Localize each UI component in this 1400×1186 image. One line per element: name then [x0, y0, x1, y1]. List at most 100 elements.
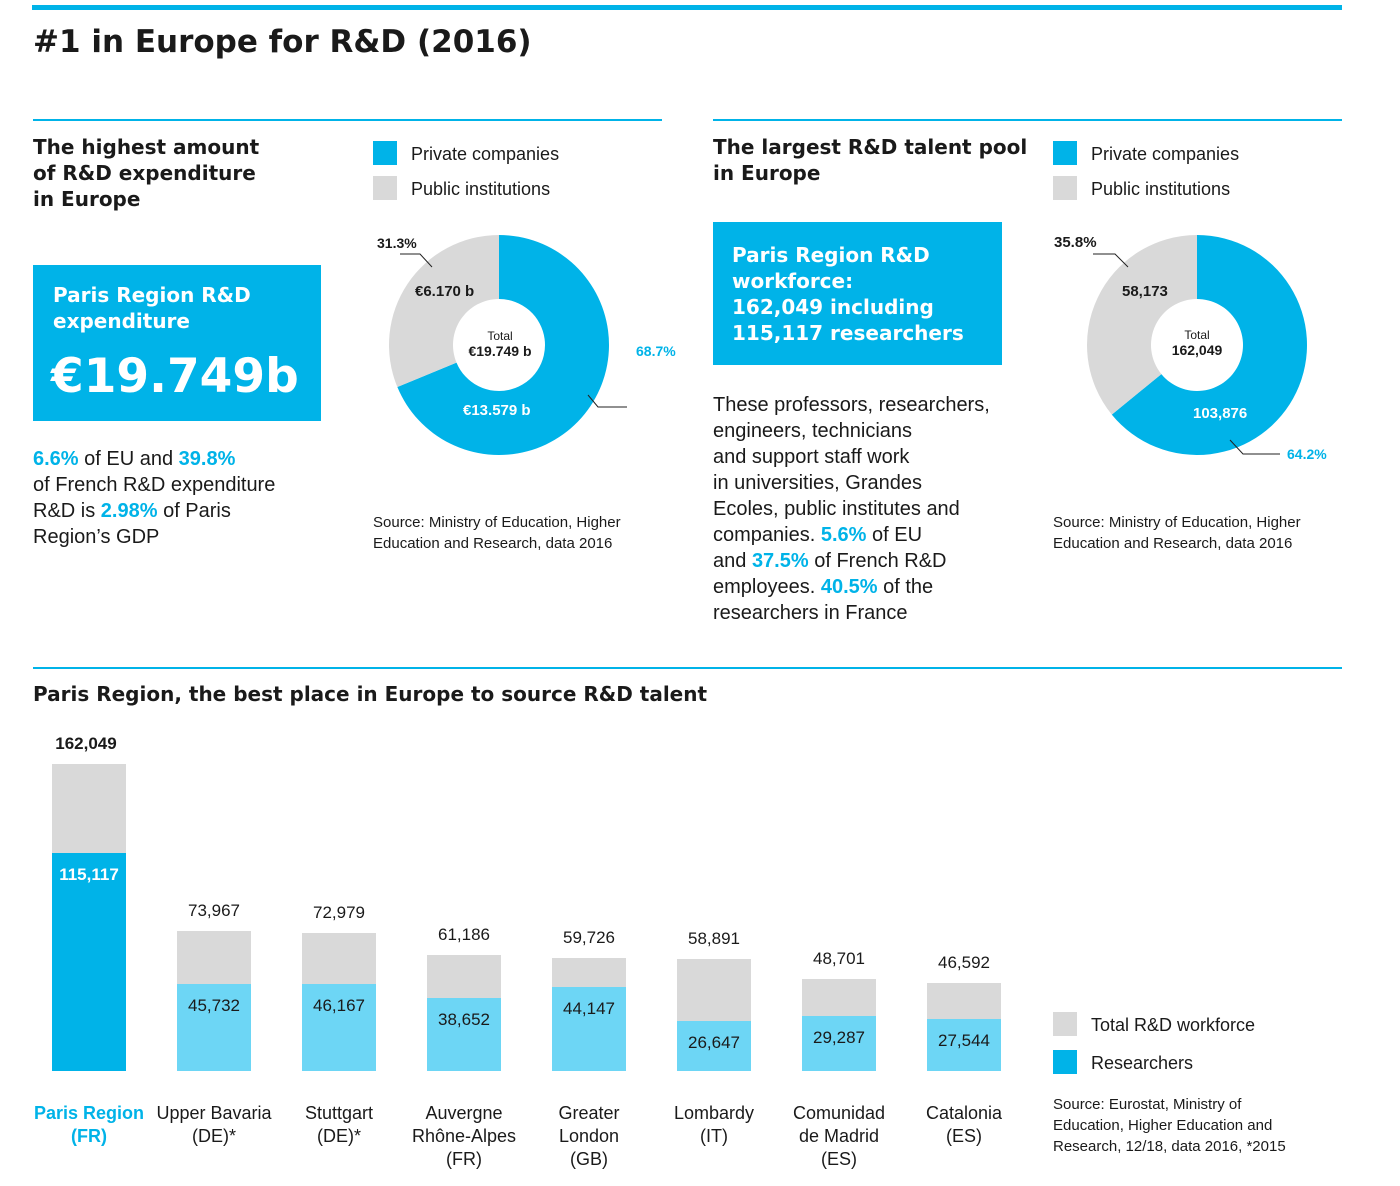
bar-researchers: [177, 984, 251, 1071]
category-line: Comunidad: [792, 1103, 886, 1123]
stat-text: Region’s GDP: [33, 526, 160, 548]
donut-total-value: €19.749 b: [468, 343, 532, 359]
text-line: in universities, Grandes: [713, 472, 922, 494]
donut-slice-public: [1087, 235, 1197, 415]
stat-eu-pct: 5.6%: [820, 524, 867, 546]
category-line: Lombardy: [673, 1103, 755, 1123]
bar-total-label: 61,186: [438, 925, 490, 945]
source-line: Source: Ministry of Education, Higher: [1053, 514, 1301, 531]
bar-researchers-label: 29,287: [813, 1027, 865, 1047]
category-line: (DE)*: [192, 1126, 236, 1146]
bar-category-label: Comunidad de Madrid (ES): [764, 1102, 914, 1171]
text-span: of French R&D: [808, 550, 947, 572]
donut-slice-private: [397, 235, 609, 455]
bar-researchers-label: 45,732: [188, 996, 240, 1016]
talent-box: Paris Region R&D workforce: 162,049 incl…: [713, 222, 1002, 365]
donut-public-value: 58,173: [1122, 283, 1168, 300]
box-line: Paris Region R&D: [732, 243, 930, 267]
donut-public-value: €6.170 b: [415, 283, 475, 300]
bar-researchers: [677, 1020, 751, 1071]
box-label: expenditure: [53, 309, 190, 333]
source-line: Education, Higher Education and: [1053, 1117, 1273, 1134]
text-line: engineers, technicians: [713, 420, 913, 442]
donut-private-pct: 68.7%: [636, 343, 676, 359]
bar-total-label: 48,701: [813, 948, 865, 968]
bar-researchers: [802, 1015, 876, 1071]
legend-swatch-researchers: [1053, 1050, 1077, 1074]
text-line: Ecoles, public institutes and: [713, 498, 960, 520]
source-line: Source: Ministry of Education, Higher: [373, 514, 621, 531]
category-line: Upper Bavaria: [156, 1103, 272, 1123]
box-line: workforce:: [732, 269, 854, 293]
donut-total-label: Total: [1184, 328, 1210, 342]
bar-researchers: [427, 997, 501, 1071]
expenditure-donut-chart: [389, 235, 627, 455]
donut-total-value: 162,049: [1171, 342, 1223, 358]
box-label: Paris Region R&D: [53, 283, 251, 307]
bar-category-label: Stuttgart (DE)*: [264, 1102, 414, 1148]
legend-swatch-public: [1053, 176, 1077, 200]
stat-text: of Paris: [157, 500, 231, 522]
expenditure-box: Paris Region R&D expenditure €19.749b: [33, 265, 321, 421]
stat-fr-pct: 37.5%: [751, 550, 809, 572]
stat-gdp-pct: 2.98%: [100, 500, 158, 522]
section-divider: [713, 119, 1342, 121]
bar-researchers: [927, 1018, 1001, 1071]
donut-private-value: €13.579 b: [463, 402, 531, 419]
stat-text: R&D is: [33, 500, 101, 522]
bar-researchers-label: 44,147: [563, 999, 615, 1019]
legend-swatch-private: [373, 141, 397, 165]
top-accent-bar: [32, 5, 1342, 10]
bars-heading: Paris Region, the best place in Europe t…: [33, 682, 708, 706]
legend-label-public: Public institutions: [1091, 179, 1231, 199]
talent-description: These professors, researchers, engineers…: [713, 392, 1033, 626]
bar-category-label: Catalonia (ES): [889, 1102, 1039, 1148]
leader-line: [1229, 439, 1280, 455]
leader-line: [400, 253, 433, 268]
section-divider: [33, 667, 1342, 669]
stat-fr-pct: 39.8%: [178, 448, 236, 470]
category-line: (IT): [700, 1126, 728, 1146]
talent-heading: The largest R&D talent pool in Europe: [713, 134, 1027, 186]
category-line: Auvergne: [425, 1103, 503, 1123]
donut-private-pct: 64.2%: [1287, 446, 1327, 462]
bar-researchers-label: 26,647: [688, 1032, 740, 1052]
source-line: Education and Research, data 2016: [373, 535, 613, 552]
legend-swatch-private: [1053, 141, 1077, 165]
legend-label-private: Private companies: [411, 144, 560, 164]
source-line: Education and Research, data 2016: [1053, 535, 1293, 552]
bars-source: Source: Eurostat, Ministry of Education,…: [1053, 1094, 1286, 1157]
category-line: (ES): [821, 1149, 857, 1169]
heading-line: in Europe: [33, 187, 141, 211]
bar-category-label: Auvergne Rhône-Alpes (FR): [389, 1102, 539, 1171]
category-line: (GB): [570, 1149, 608, 1169]
bar-chart: 162,049 115,117 Paris Region (FR) 73,967 45,7…: [34, 734, 1039, 1171]
talent-donut-chart: [1087, 235, 1307, 455]
bar-researchers: [552, 987, 626, 1071]
legend-swatch-public: [373, 176, 397, 200]
text-line: researchers in France: [713, 602, 908, 624]
bar-researchers-label: 115,117: [59, 864, 119, 884]
expenditure-heading: The highest amount of R&D expenditure in…: [33, 134, 259, 212]
donut-slice-private: [1111, 235, 1307, 455]
stat-text: of French R&D expenditure: [33, 474, 276, 496]
legend-label-private: Private companies: [1091, 144, 1240, 164]
legend-label-researchers: Researchers: [1091, 1053, 1194, 1073]
bar-total-label: 72,979: [313, 902, 365, 922]
heading-line: The largest R&D talent pool: [713, 135, 1028, 159]
text-span: employees.: [713, 576, 821, 598]
box-line: 162,049 including: [732, 295, 934, 319]
donut-public-pct: 35.8%: [1054, 234, 1097, 251]
stat-researchers-pct: 40.5%: [820, 576, 878, 598]
talent-source: Source: Ministry of Education, Higher Ed…: [1053, 512, 1301, 554]
leader-line: [1093, 253, 1129, 268]
bar-total-label: 46,592: [938, 952, 990, 972]
bar-total-label: 73,967: [188, 900, 240, 920]
text-span: of the: [877, 576, 934, 598]
donut-public-pct: 31.3%: [377, 235, 417, 251]
section-divider: [33, 119, 662, 121]
stat-text: of EU and: [78, 448, 179, 470]
legend-label-total: Total R&D workforce: [1091, 1015, 1256, 1035]
category-line: (FR): [71, 1126, 107, 1146]
text-span: and: [713, 550, 752, 572]
